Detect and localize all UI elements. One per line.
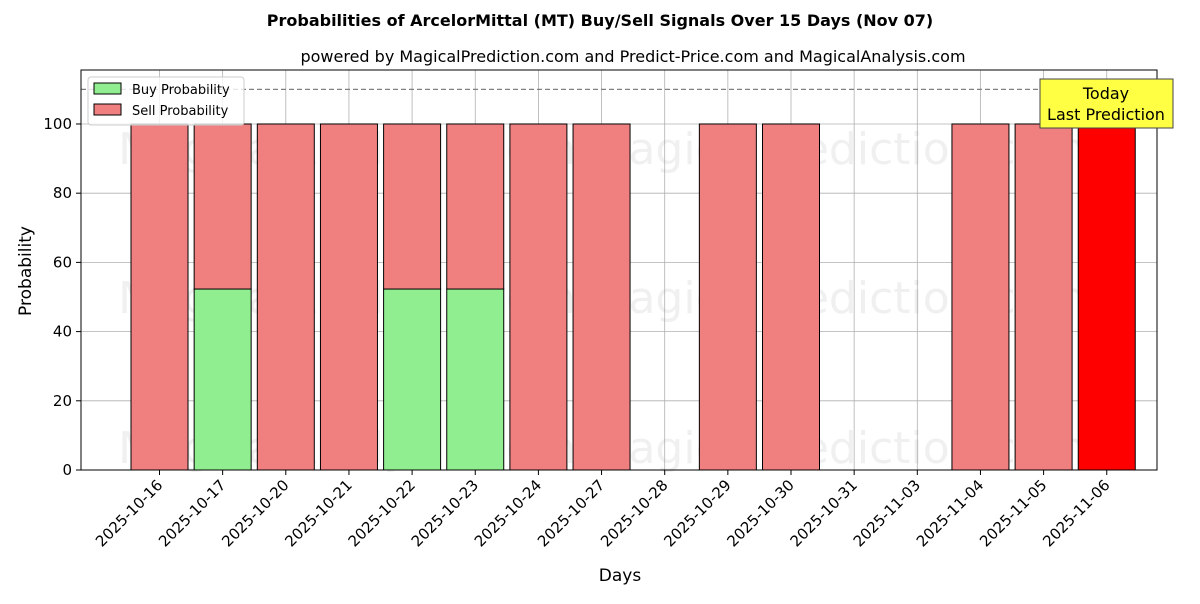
watermark-text: MagicalPrediction.com xyxy=(591,273,1086,324)
annotation-line1: Today xyxy=(1082,84,1129,103)
x-tick-label: 2025-10-16 xyxy=(92,476,166,550)
x-tick-label: 2025-10-29 xyxy=(660,476,734,550)
chart-title: Probabilities of ArcelorMittal (MT) Buy/… xyxy=(267,11,934,30)
annotation-line2: Last Prediction xyxy=(1047,105,1165,124)
bar-buy xyxy=(383,288,442,471)
x-tick-label: 2025-10-20 xyxy=(218,476,292,550)
bar-sell xyxy=(762,123,820,471)
watermark-text: MagicalPrediction.com xyxy=(591,423,1086,474)
bar-sell xyxy=(193,123,252,290)
y-axis-label: Probability xyxy=(16,226,36,316)
bar-sell xyxy=(572,123,631,471)
x-tick-label: 2025-10-27 xyxy=(534,476,608,550)
bar-sell xyxy=(509,123,568,471)
y-tick-label: 80 xyxy=(53,184,72,202)
x-tick-label: 2025-10-30 xyxy=(723,476,797,550)
y-tick-label: 40 xyxy=(53,323,72,341)
bar-sell xyxy=(951,123,1010,471)
y-tick-label: 60 xyxy=(53,253,72,271)
bar-buy xyxy=(446,288,505,471)
x-tick-label: 2025-10-21 xyxy=(281,476,355,550)
bar-sell xyxy=(698,123,757,471)
annotation-box xyxy=(1039,78,1174,129)
legend-swatch-sell xyxy=(93,103,122,116)
x-tick-label: 2025-10-24 xyxy=(471,476,545,550)
today-annotation: Today Last Prediction xyxy=(1039,78,1174,129)
bar-sell xyxy=(256,123,315,471)
bar-sell xyxy=(446,123,505,290)
x-tick-label: 2025-10-17 xyxy=(155,476,229,550)
x-tick-label: 2025-10-22 xyxy=(345,476,419,550)
bar-sell xyxy=(1077,123,1136,471)
x-tick-label: 2025-11-05 xyxy=(976,476,1050,550)
bar-sell xyxy=(1014,123,1073,471)
x-tick-label: 2025-11-03 xyxy=(850,476,924,550)
x-tick-label: 2025-10-28 xyxy=(597,476,671,550)
bar-sell xyxy=(319,123,378,471)
legend-label-sell: Sell Probability xyxy=(132,104,229,119)
legend-swatch-buy xyxy=(93,82,122,95)
x-tick-label: 2025-10-31 xyxy=(787,476,861,550)
watermark-text: MagicalPrediction.com xyxy=(591,124,1086,175)
plot-frame xyxy=(80,69,1158,471)
chart-subtitle: powered by MagicalPrediction.com and Pre… xyxy=(300,47,965,66)
legend-label-buy: Buy Probability xyxy=(132,83,230,98)
x-axis: 2025-10-162025-10-172025-10-202025-10-21… xyxy=(92,470,1114,550)
y-tick-label: 100 xyxy=(43,115,72,133)
x-tick-label: 2025-11-06 xyxy=(1039,476,1113,550)
y-axis: 0 20 40 60 80 100 xyxy=(43,115,81,479)
x-axis-label: Days xyxy=(599,566,642,586)
x-tick-label: 2025-11-04 xyxy=(913,476,987,550)
legend: Buy Probability Sell Probability xyxy=(87,76,245,126)
bar-buy xyxy=(193,288,252,471)
bars xyxy=(130,123,1136,471)
legend-box xyxy=(87,76,245,126)
x-tick-label: 2025-10-23 xyxy=(408,476,482,550)
y-tick-label: 0 xyxy=(62,461,72,479)
y-tick-label: 20 xyxy=(53,392,72,410)
bar-sell xyxy=(130,123,189,471)
bar-sell xyxy=(383,123,442,290)
